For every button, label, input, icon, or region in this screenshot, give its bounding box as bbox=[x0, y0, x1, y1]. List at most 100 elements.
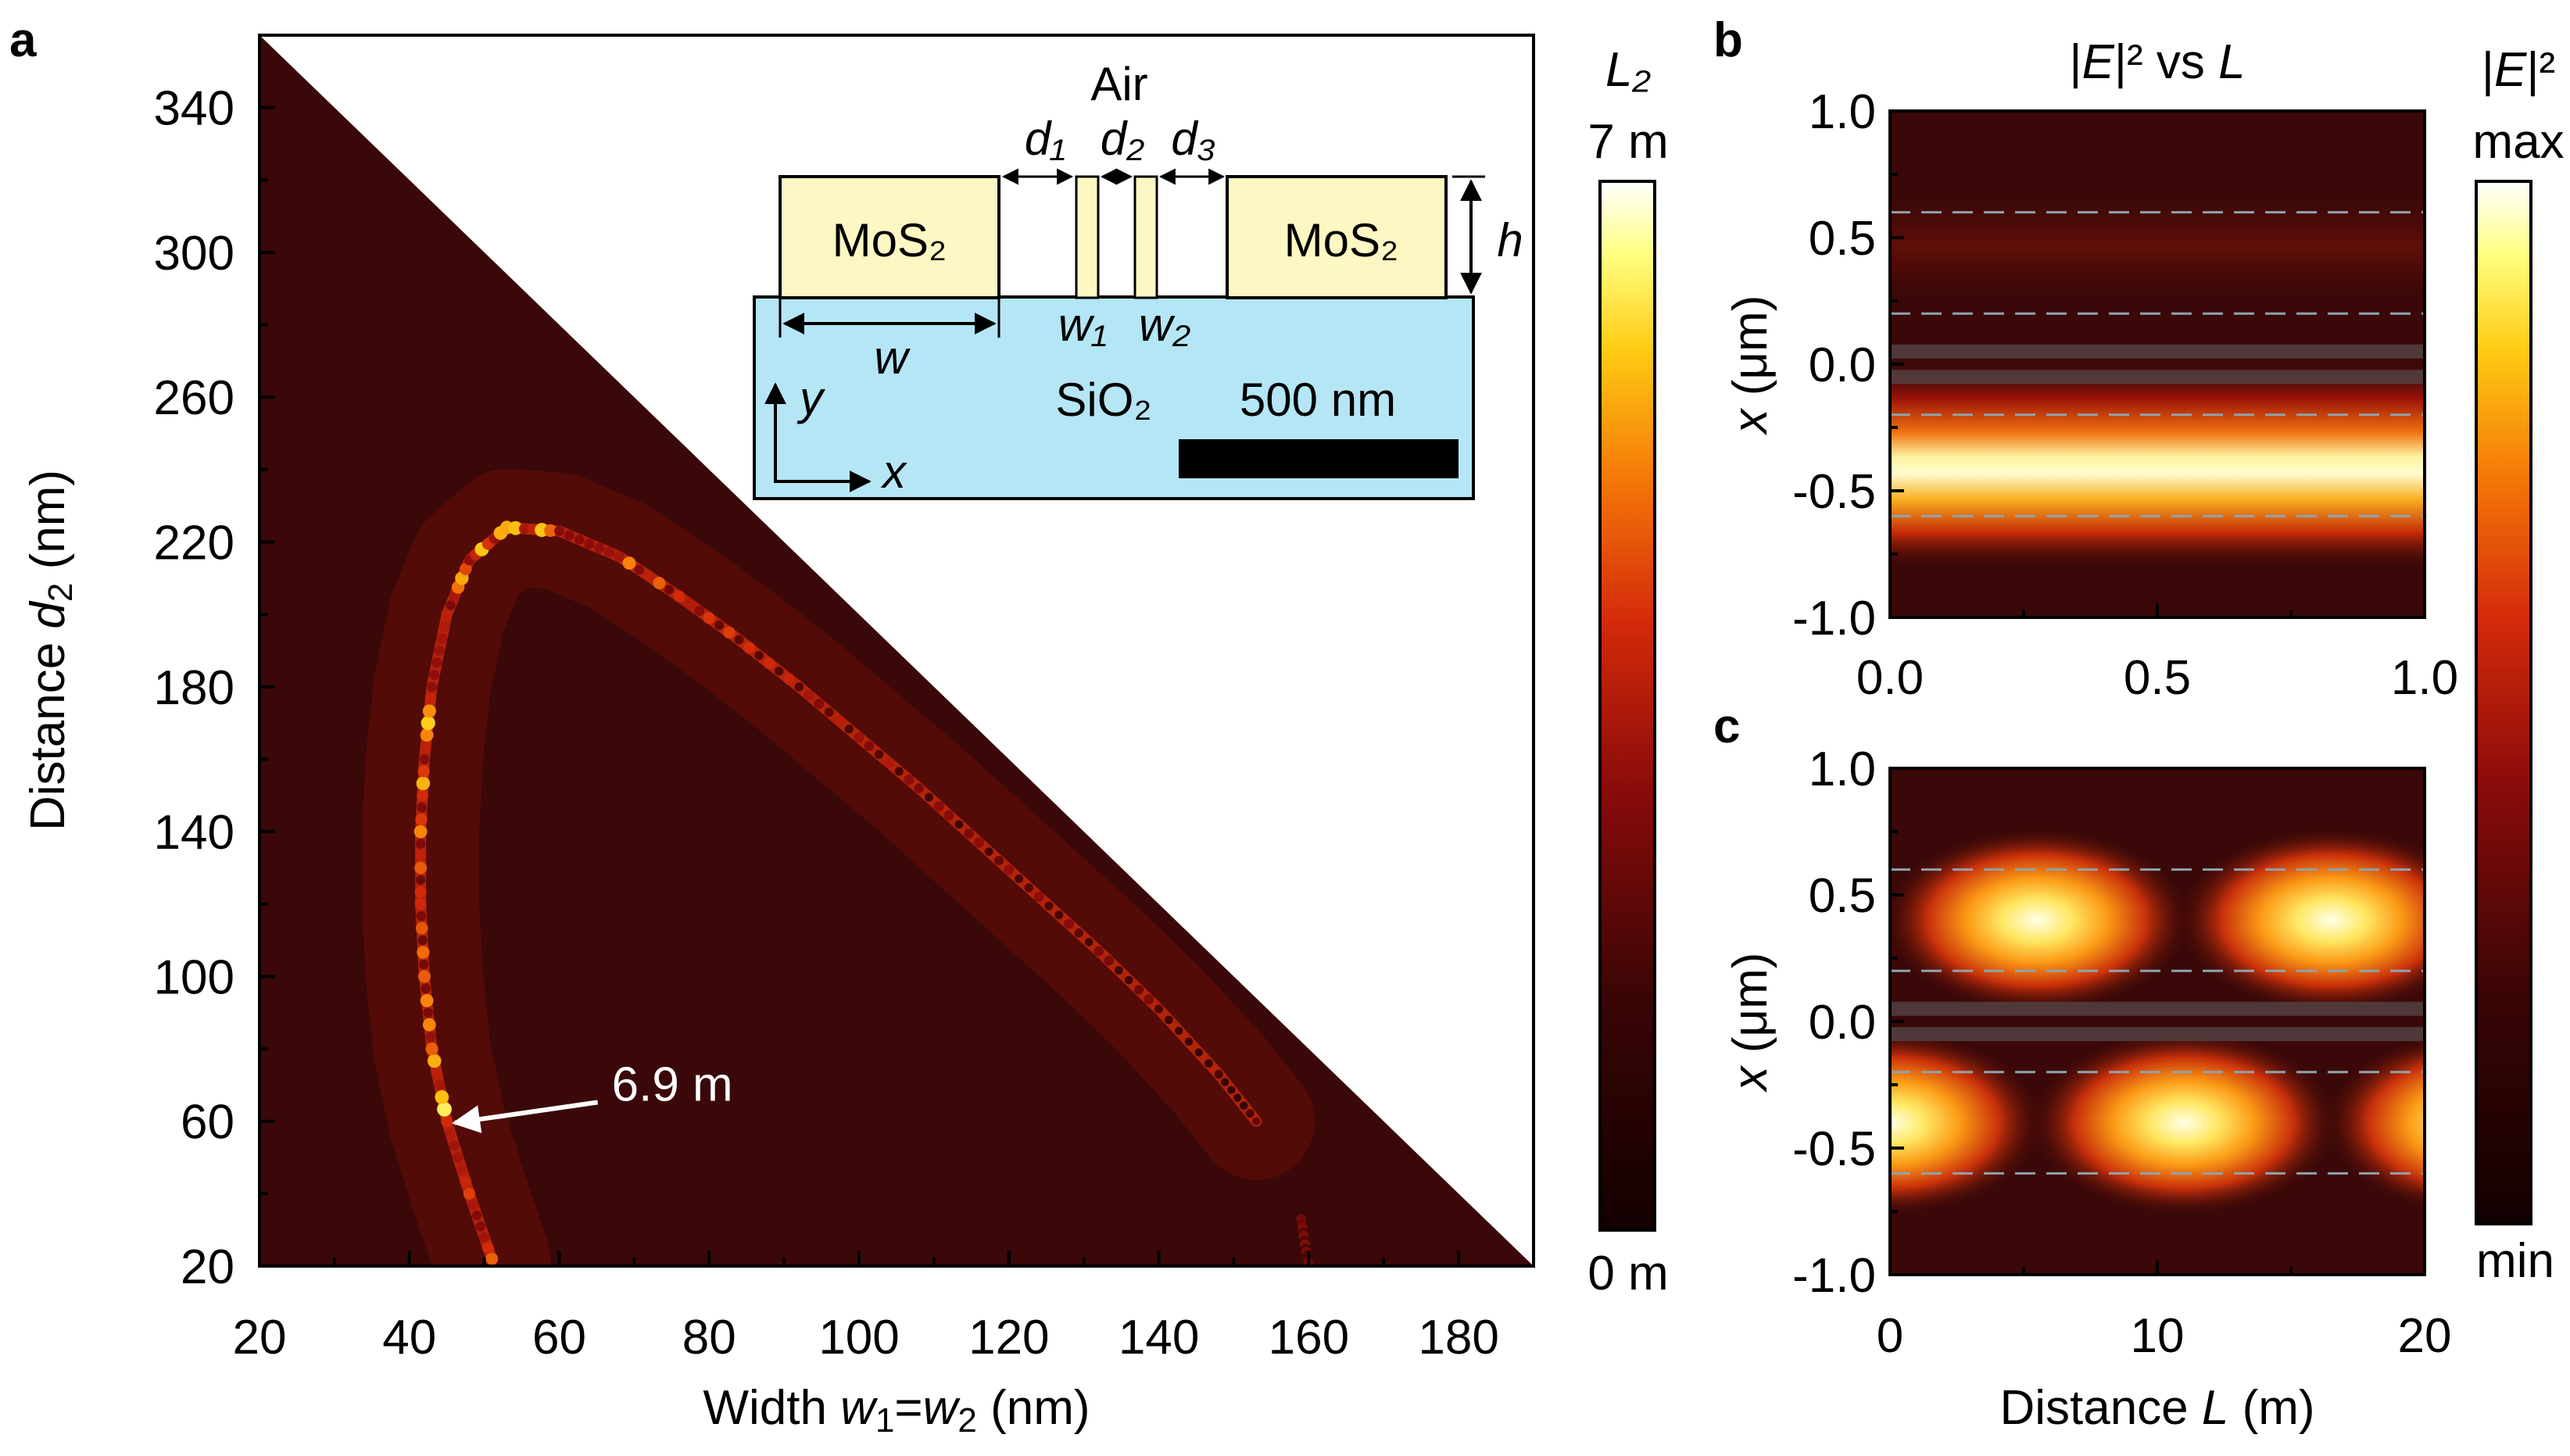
ridge-point bbox=[415, 839, 426, 849]
ridge-point bbox=[1054, 910, 1064, 920]
panel-label-b: b bbox=[1713, 13, 1743, 67]
ridge-point bbox=[653, 577, 666, 590]
ridge-point bbox=[734, 635, 744, 645]
ridge-point bbox=[460, 1175, 471, 1188]
ridge-point bbox=[584, 538, 595, 549]
x-tick-label-a: 60 bbox=[532, 1311, 586, 1365]
ridge-point bbox=[564, 530, 574, 541]
d2-label: d₂ bbox=[1101, 113, 1144, 165]
ridge-dots bbox=[413, 521, 1313, 1266]
x-tick-label-c: 0 bbox=[1877, 1309, 1903, 1363]
y-tick-label-a: 220 bbox=[154, 517, 234, 571]
y-tick-label-b: 0.5 bbox=[1809, 212, 1876, 266]
y-axis-label-a: Distance d2 (nm) bbox=[21, 470, 80, 831]
x-tick-label-a: 120 bbox=[968, 1311, 1049, 1365]
ridge-point bbox=[417, 935, 428, 946]
d1-label: d₁ bbox=[1025, 113, 1065, 165]
ridge-point bbox=[833, 714, 845, 727]
ridge-point bbox=[441, 1115, 453, 1128]
ridge-point bbox=[417, 765, 430, 778]
strip-w2 bbox=[1133, 175, 1158, 299]
y-tick-label-a: 140 bbox=[154, 806, 234, 860]
ridge-point bbox=[437, 1101, 452, 1117]
ridge-point bbox=[417, 802, 428, 813]
ridge-point bbox=[431, 657, 442, 668]
ridge-point bbox=[614, 551, 625, 562]
ridge-point bbox=[1024, 883, 1034, 893]
ridge-point bbox=[1124, 975, 1133, 985]
ridge-point bbox=[775, 667, 784, 676]
ridge-point bbox=[914, 783, 925, 793]
ridge-point bbox=[416, 875, 426, 885]
colorbar-bc-title: |E|² bbox=[2482, 43, 2555, 97]
ridge-point bbox=[1239, 1101, 1248, 1110]
ridge-point bbox=[673, 590, 685, 603]
ridge-point bbox=[1115, 966, 1123, 975]
ridge-point bbox=[693, 605, 705, 617]
ridge-point bbox=[485, 1252, 499, 1265]
right-block-label: MoS₂ bbox=[1284, 214, 1399, 267]
ridge-point bbox=[415, 921, 428, 935]
ridge-point bbox=[1144, 994, 1154, 1005]
ridge-point bbox=[622, 556, 636, 570]
ridge-point bbox=[794, 682, 804, 692]
panel-a-ticks: 20 40 60 80 100 120 140 160 180 20 60 100 140 180 220 2… bbox=[154, 34, 1535, 1365]
y-tick-label-a: 20 bbox=[181, 1240, 234, 1294]
ridge-point bbox=[743, 642, 755, 654]
ridge-point bbox=[424, 692, 437, 705]
h-label: h bbox=[1497, 214, 1523, 267]
ridge-point bbox=[1133, 985, 1144, 995]
ridge-point bbox=[1074, 928, 1084, 938]
ridge-point bbox=[436, 633, 448, 644]
ridge-point bbox=[1064, 918, 1075, 929]
ridge-point bbox=[1204, 1059, 1213, 1068]
y-tick-label-a: 180 bbox=[154, 661, 234, 715]
ridge-point bbox=[964, 828, 974, 839]
ridge-point bbox=[419, 753, 430, 764]
ridge-point bbox=[804, 689, 815, 701]
ridge-point bbox=[463, 1187, 476, 1200]
panel-c-boundaries bbox=[1890, 868, 2425, 1175]
w1-label: w₁ bbox=[1058, 299, 1107, 351]
lower-field-maximum bbox=[2321, 1034, 2425, 1211]
ridge-point bbox=[814, 699, 825, 709]
ridge-point bbox=[1015, 874, 1024, 883]
x-axis-label-c: Distance L (m) bbox=[1999, 1381, 2314, 1435]
y-axis-label-c: x (μm) bbox=[1723, 953, 1777, 1093]
ridge-point bbox=[416, 776, 431, 791]
lower-field-maximum bbox=[2028, 1029, 2341, 1217]
panel-c-ticks: 0 10 20 1.0 0.5 0.0 -0.5 -1.0 bbox=[1792, 742, 2451, 1363]
colorbar-a: L₂ 7 m 0 m bbox=[1587, 43, 1668, 1300]
ridge-point bbox=[414, 850, 427, 862]
x-tick-label-c: 10 bbox=[2131, 1309, 2185, 1363]
ridge-point bbox=[425, 1043, 438, 1056]
panel-b-gap-stripes bbox=[1890, 344, 2425, 385]
colorbar-a-title: L₂ bbox=[1605, 43, 1651, 97]
ridge-point bbox=[508, 521, 523, 535]
ridge-point bbox=[423, 1007, 434, 1018]
colorbar-a-bar bbox=[1598, 180, 1656, 1232]
ridge-point bbox=[824, 707, 834, 717]
ridge-point bbox=[883, 757, 895, 769]
ridge-point bbox=[429, 669, 440, 680]
ridge-point bbox=[1164, 1015, 1173, 1025]
panel-c-plot: 0 10 20 1.0 0.5 0.0 -0.5 -1.0 bbox=[1792, 742, 2451, 1363]
gap-stripe bbox=[1890, 370, 2425, 385]
ridge-point bbox=[1084, 938, 1094, 946]
ridge-point bbox=[1233, 1093, 1242, 1102]
w-label: w bbox=[874, 331, 911, 384]
ridge-point bbox=[874, 749, 884, 760]
ridge-point bbox=[1214, 1069, 1223, 1079]
x-tick-label-a: 20 bbox=[233, 1311, 287, 1365]
ridge-point bbox=[783, 673, 795, 685]
device-cross-section-inset: Air MoS₂ MoS₂ SiO₂ 500 nm d₁ d₂ d₃ w₁ w₂… bbox=[753, 58, 1523, 500]
ridge-point bbox=[417, 789, 428, 802]
ridge-point bbox=[413, 825, 428, 839]
ridge-point bbox=[478, 1232, 490, 1243]
x-axis-label-a: Width w1=w2 (nm) bbox=[703, 1381, 1090, 1440]
ridge-point bbox=[1184, 1037, 1194, 1046]
ridge-point bbox=[441, 608, 453, 621]
panel-b-bright-band bbox=[1890, 360, 2425, 571]
ridge-point bbox=[1033, 891, 1044, 903]
ridge-point bbox=[420, 741, 431, 753]
